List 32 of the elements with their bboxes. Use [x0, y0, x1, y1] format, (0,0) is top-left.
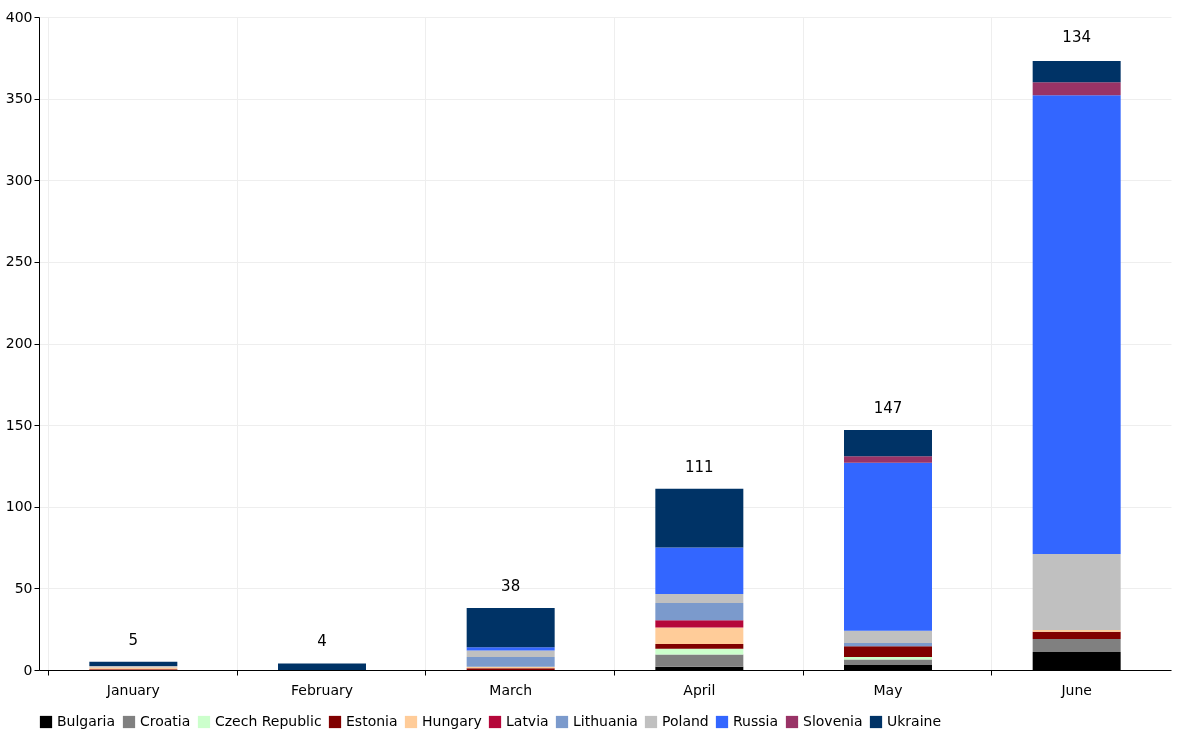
y-tick-label: 50 [14, 579, 33, 596]
x-tick-label: February [290, 681, 354, 698]
y-tick-label: 400 [5, 8, 33, 25]
y-tick-label: 350 [5, 90, 33, 107]
legend-label: Slovenia [803, 713, 863, 729]
annotation: 38 [501, 576, 521, 595]
legend-label: Bulgaria [57, 713, 116, 729]
legend-label: Croatia [140, 713, 191, 729]
legend-label: Czech Republic [215, 713, 322, 729]
annotation: 4 [317, 632, 327, 651]
legend-label: Lithuania [573, 713, 638, 729]
x-tick-label: June [1060, 681, 1092, 698]
y-tick-label: 300 [5, 171, 33, 188]
legend-label: Poland [662, 713, 709, 729]
legend-label: Estonia [346, 713, 398, 729]
annotation: 111 [685, 457, 714, 476]
legend-label: Russia [733, 713, 779, 729]
x-tick-label: April [683, 681, 716, 698]
legend-label: Hungary [422, 713, 482, 729]
annotation: 147 [873, 399, 903, 418]
x-tick-label: May [873, 681, 903, 698]
y-tick-label: 250 [5, 253, 33, 270]
x-tick-label: March [489, 681, 533, 698]
y-tick-label: 100 [5, 498, 33, 515]
y-tick-label: 0 [23, 661, 33, 678]
annotation: 134 [1062, 28, 1091, 47]
legend-label: Latvia [506, 713, 549, 729]
x-tick-label: January [105, 681, 160, 698]
y-tick-label: 200 [5, 335, 33, 351]
y-tick-label: 150 [5, 416, 33, 433]
annotation: 5 [128, 630, 139, 649]
legend-label: Ukraine [887, 713, 942, 729]
